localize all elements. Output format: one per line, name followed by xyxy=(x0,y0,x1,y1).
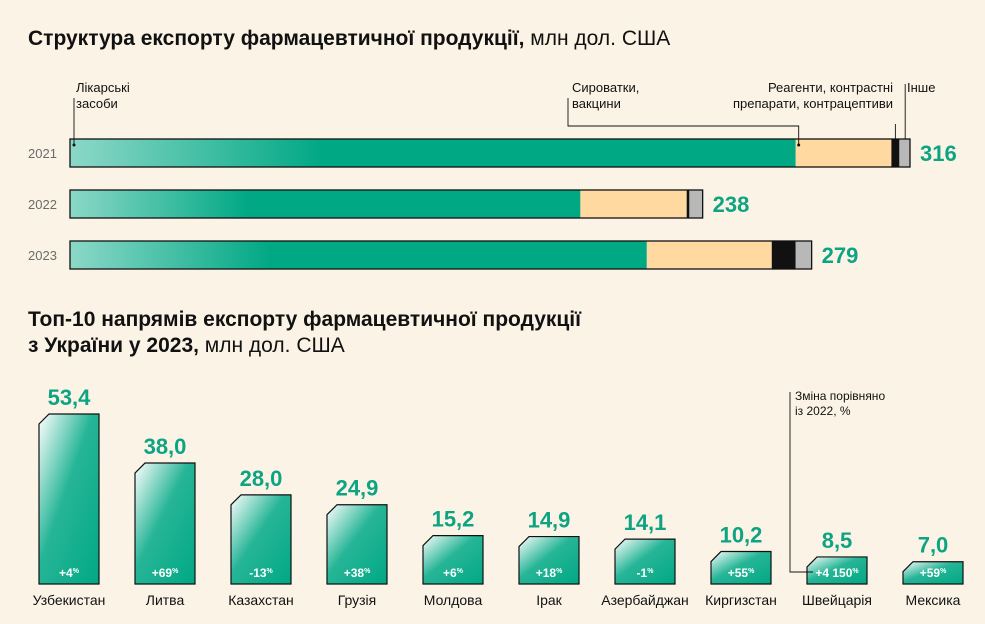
country-label: Узбекистан xyxy=(33,592,106,608)
bar-highlight xyxy=(423,535,483,584)
bar-segment xyxy=(899,139,910,167)
bar-segment xyxy=(795,139,892,167)
bar-outline xyxy=(902,561,964,585)
value-label: 15,2 xyxy=(432,507,475,532)
change-note: із 2022, % xyxy=(795,404,851,418)
total-label: 238 xyxy=(713,192,750,217)
country-label: Швейцарія xyxy=(802,592,872,608)
country-label: Азербайджан xyxy=(601,592,689,608)
country-label: Ірак xyxy=(536,592,562,608)
value-label: 53,4 xyxy=(48,385,92,410)
leader-dot xyxy=(797,143,801,147)
chart2-title-line2-wrap: з України у 2023, млн дол. США xyxy=(28,333,581,359)
bar-highlight xyxy=(231,494,291,584)
bar-highlight xyxy=(39,414,99,584)
bar-segment xyxy=(686,190,690,218)
bar-outline xyxy=(38,413,100,585)
series-label: Сироватки, xyxy=(572,80,639,95)
country-label: Грузія xyxy=(338,592,377,608)
bar-outline xyxy=(69,138,911,168)
leader-dot xyxy=(72,143,76,147)
series-label: препарати, контрацептиви xyxy=(733,96,893,111)
bar-outline xyxy=(614,538,676,585)
bar-highlight xyxy=(70,139,324,167)
change-label: +4 150% xyxy=(815,566,859,580)
bar-highlight xyxy=(711,551,771,584)
value-label: 14,9 xyxy=(528,508,571,533)
change-unit: % xyxy=(73,568,80,575)
bar-highlight xyxy=(903,561,963,584)
country-label: Киргизстан xyxy=(705,592,777,608)
bar-segment xyxy=(580,190,687,218)
chart2-title: Топ-10 напрямів експорту фармацевтичної … xyxy=(28,307,581,359)
bar-segment xyxy=(646,241,772,269)
chart2-unit: млн дол. США xyxy=(204,334,345,357)
bar-highlight xyxy=(70,241,272,269)
change-unit: % xyxy=(364,568,371,575)
change-unit: % xyxy=(940,568,947,575)
bar-segment xyxy=(771,241,796,269)
change-unit: % xyxy=(172,568,179,575)
value-label: 7,0 xyxy=(918,533,949,558)
value-label: 24,9 xyxy=(336,476,379,501)
value-label: 14,1 xyxy=(624,510,667,535)
total-label: 316 xyxy=(920,141,957,166)
bar-segment xyxy=(689,190,703,218)
series-label: засоби xyxy=(76,96,118,111)
change-unit: % xyxy=(852,568,859,575)
chart1-unit: млн дол. США xyxy=(530,27,671,50)
total-label: 279 xyxy=(822,243,859,268)
change-note: Зміна порівняно xyxy=(795,389,885,403)
bar-outline xyxy=(69,240,813,270)
bar-highlight xyxy=(615,539,675,584)
bar-outline xyxy=(69,189,704,219)
bar-outline xyxy=(710,550,772,585)
change-unit: % xyxy=(647,568,654,575)
country-label: Казахстан xyxy=(228,592,294,608)
series-label: Реагенти, контрастні xyxy=(768,80,893,95)
series-label: Лікарські xyxy=(76,80,130,95)
bar-segment xyxy=(795,241,812,269)
chart2-title-line1: Топ-10 напрямів експорту фармацевтичної … xyxy=(28,308,582,331)
year-label: 2022 xyxy=(28,197,57,212)
chart2-title-line2: з України у 2023, xyxy=(28,334,199,357)
bar-outline xyxy=(806,556,868,585)
value-label: 8,5 xyxy=(822,528,853,553)
bar-highlight xyxy=(807,556,867,584)
chart1-title: Структура експорту фармацевтичної продук… xyxy=(28,26,670,52)
bar-highlight xyxy=(519,536,579,584)
bar-outline xyxy=(230,494,292,585)
value-label: 28,0 xyxy=(240,466,283,491)
series-label: Інше xyxy=(907,80,935,95)
change-unit: % xyxy=(267,568,274,575)
bar-highlight xyxy=(327,504,387,584)
bar-segment xyxy=(891,139,900,167)
leader-line xyxy=(567,98,800,145)
bar-outline xyxy=(422,535,484,585)
value-label: 38,0 xyxy=(144,434,187,459)
change-unit: % xyxy=(556,568,563,575)
series-label: вакцини xyxy=(572,96,621,111)
change-unit: % xyxy=(457,568,464,575)
country-label: Мексика xyxy=(906,592,961,608)
year-label: 2023 xyxy=(28,248,57,263)
bar-outline xyxy=(518,535,580,585)
bar-highlight xyxy=(135,463,195,584)
country-label: Литва xyxy=(146,592,185,608)
bar-outline xyxy=(326,504,388,585)
change-unit: % xyxy=(748,568,755,575)
country-label: Молдова xyxy=(424,592,483,608)
value-label: 10,2 xyxy=(720,523,763,548)
note-leader xyxy=(789,392,813,573)
chart1-title-text: Структура експорту фармацевтичної продук… xyxy=(28,27,525,50)
year-label: 2021 xyxy=(28,146,57,161)
bar-highlight xyxy=(70,190,249,218)
bar-outline xyxy=(134,462,196,585)
